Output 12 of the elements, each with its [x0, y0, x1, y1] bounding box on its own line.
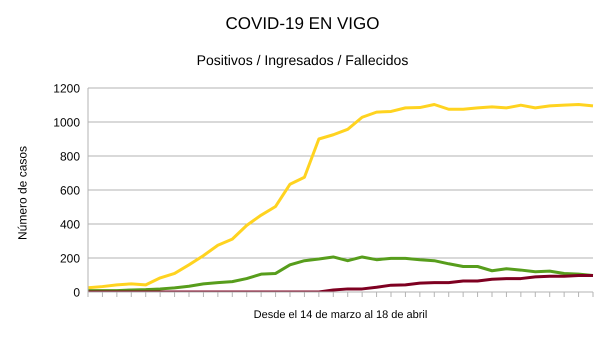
y-tick-label: 1000 [53, 115, 80, 130]
chart-title: COVID-19 EN VIGO [224, 14, 380, 34]
y-tick-label: 800 [60, 149, 80, 164]
y-tick-label: 0 [73, 285, 80, 300]
y-axis-title: Número de casos [15, 146, 30, 240]
y-tick-label: 200 [60, 251, 80, 266]
chart-subtitle: Positivos / Ingresados / Fallecidos [196, 52, 410, 68]
y-tick-label: 400 [60, 217, 80, 232]
x-axis-title: Desde el 14 de marzo al 18 de abril [254, 309, 428, 321]
y-tick-label: 600 [60, 183, 80, 198]
line-series [86, 102, 594, 290]
y-tick-label: 1200 [53, 81, 80, 96]
